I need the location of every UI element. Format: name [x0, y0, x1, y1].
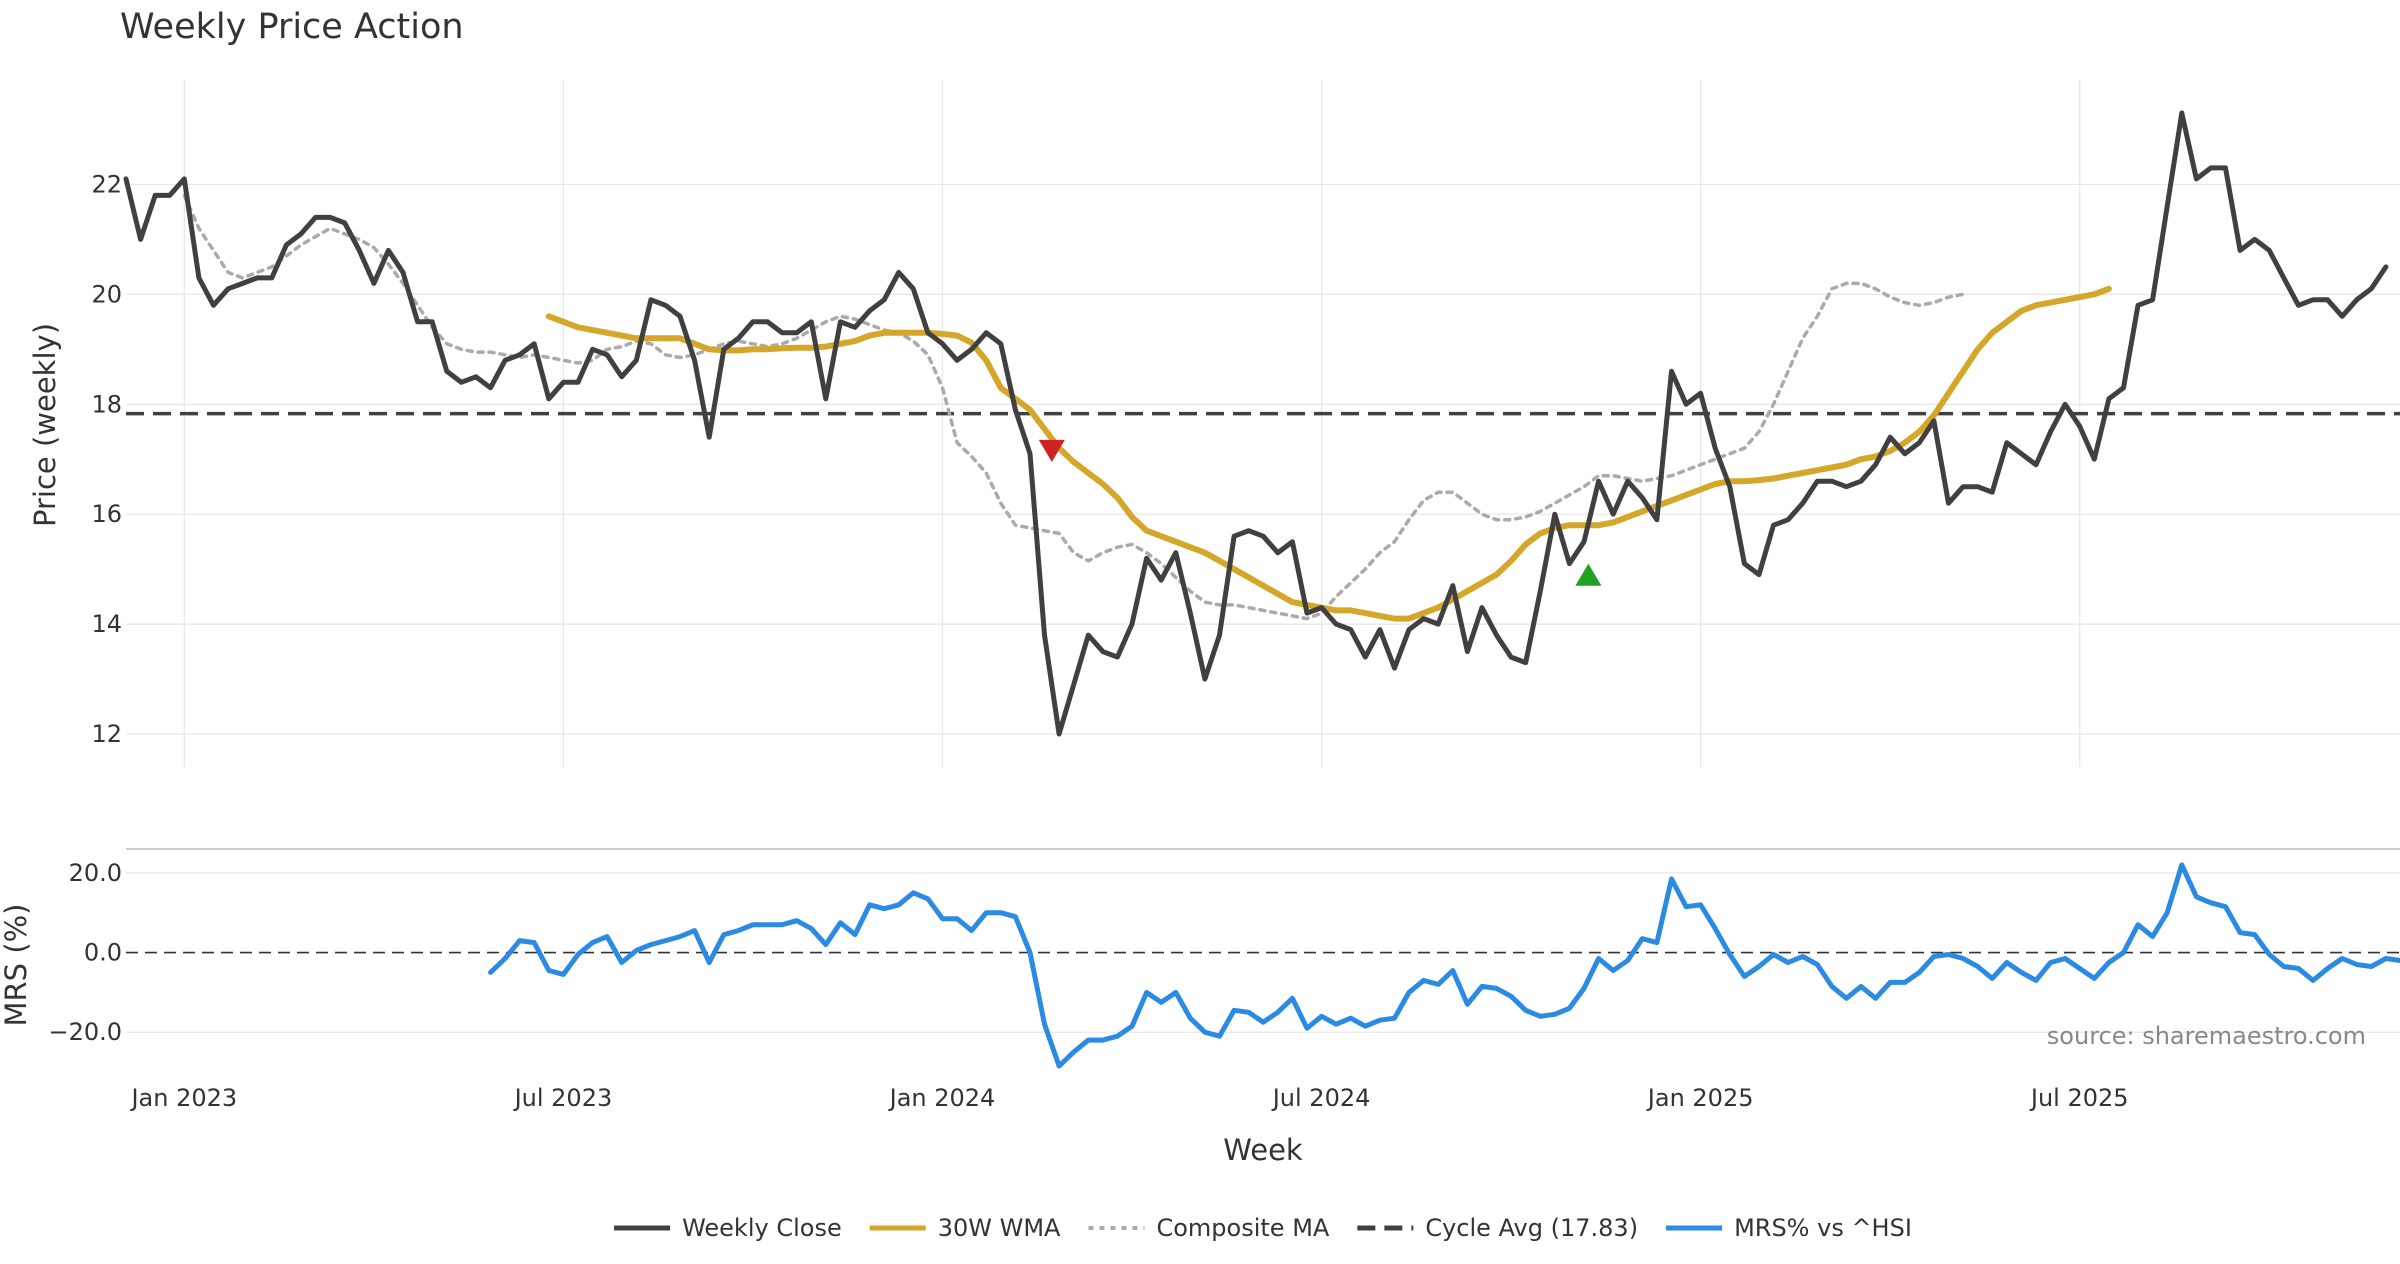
- price-y-ticks: 12 14 16 18 20 22: [91, 170, 122, 748]
- x-tick-label: Jan 2025: [1646, 1084, 1754, 1112]
- mrs-y-tick-label: 20.0: [69, 859, 122, 887]
- price-grid: [126, 80, 2400, 767]
- chart-title: Weekly Price Action: [120, 7, 464, 47]
- composite-ma-line: [184, 195, 1963, 618]
- price-y-tick-label: 20: [91, 280, 122, 308]
- wma-30w-line: [549, 289, 2109, 619]
- legend: Weekly Close 30W WMA Composite MA Cycle Avg…: [614, 1214, 1912, 1242]
- legend-label: Weekly Close: [682, 1214, 842, 1242]
- legend-label: Composite MA: [1156, 1214, 1329, 1242]
- mrs-y-tick-label: 0.0: [84, 939, 122, 967]
- price-y-tick-label: 18: [91, 390, 122, 418]
- signal-markers: [1039, 440, 1602, 586]
- price-series-group: [126, 113, 2386, 734]
- mrs-y-ticks: 20.0 0.0 −20.0: [48, 859, 122, 1046]
- price-y-tick-label: 22: [91, 170, 122, 198]
- price-y-axis-label: Price (weekly): [28, 323, 62, 527]
- x-tick-label: Jul 2023: [513, 1084, 613, 1112]
- x-tick-label: Jul 2024: [1271, 1084, 1371, 1112]
- legend-label: MRS% vs ^HSI: [1734, 1214, 1912, 1242]
- x-axis-label: Week: [1223, 1133, 1303, 1167]
- x-axis-ticks: Jan 2023 Jul 2023 Jan 2024 Jul 2024 Jan 2025…: [129, 1084, 2128, 1112]
- x-tick-label: Jul 2025: [2029, 1084, 2129, 1112]
- legend-item: Composite MA: [1088, 1214, 1329, 1242]
- legend-label: 30W WMA: [938, 1214, 1061, 1242]
- x-tick-label: Jan 2023: [129, 1084, 237, 1112]
- buy-signal-marker: [1575, 564, 1601, 586]
- weekly-close-line: [126, 113, 2386, 734]
- mrs-grid: [126, 873, 2400, 1032]
- price-y-tick-label: 16: [91, 500, 122, 528]
- legend-label: Cycle Avg (17.83): [1425, 1214, 1638, 1242]
- mrs-y-axis-label: MRS (%): [0, 904, 33, 1027]
- legend-item: Weekly Close: [614, 1214, 842, 1242]
- legend-item: Cycle Avg (17.83): [1357, 1214, 1638, 1242]
- source-label: source: sharemaestro.com: [2047, 1022, 2366, 1050]
- price-y-tick-label: 14: [91, 610, 122, 638]
- legend-item: MRS% vs ^HSI: [1666, 1214, 1912, 1242]
- x-tick-label: Jan 2024: [888, 1084, 996, 1112]
- legend-item: 30W WMA: [870, 1214, 1061, 1242]
- price-y-tick-label: 12: [91, 720, 122, 748]
- mrs-y-tick-label: −20.0: [48, 1018, 122, 1046]
